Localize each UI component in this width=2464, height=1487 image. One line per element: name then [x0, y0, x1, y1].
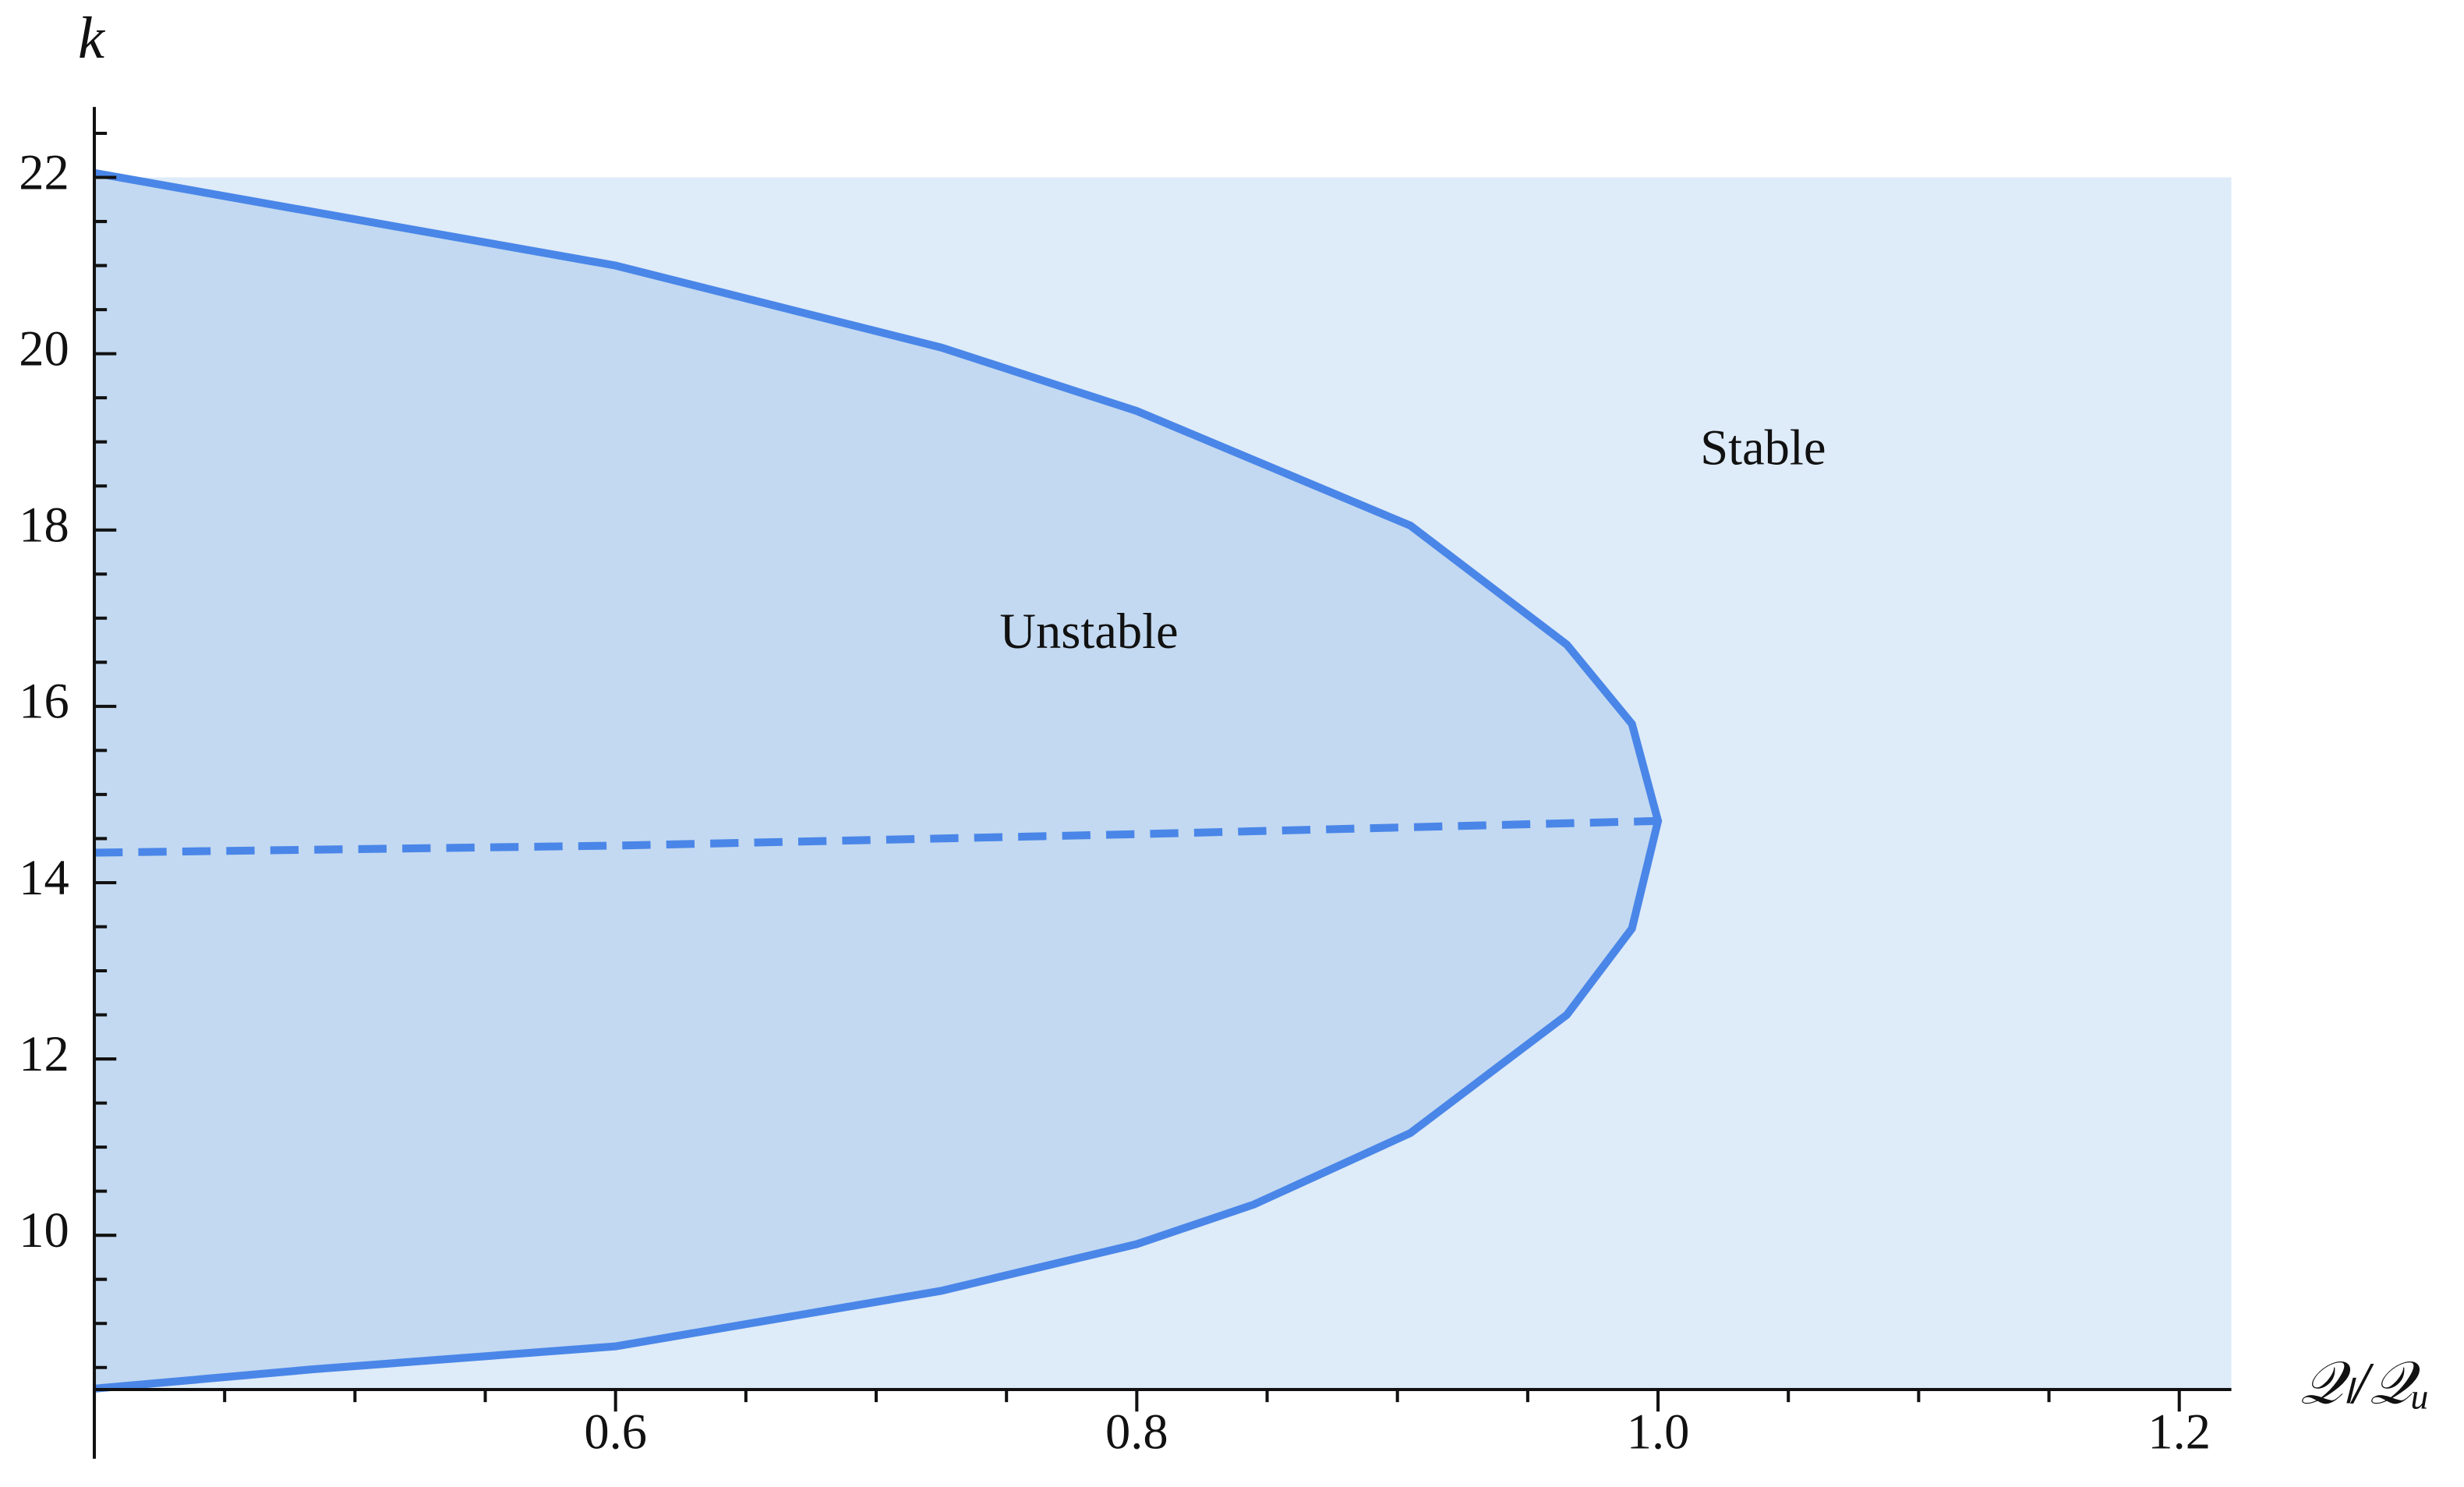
y-tick-label: 20 — [19, 320, 69, 376]
y-axis-label: k — [78, 5, 106, 71]
annotation: Stable — [1700, 420, 1826, 475]
stability-boundary — [94, 168, 1663, 1393]
x-tick-label: 0.6 — [584, 1404, 647, 1459]
x-tick-label: 0.8 — [1105, 1404, 1168, 1459]
x-axis-label: 𝒬ₗ/𝒬ᵤ — [2300, 1351, 2430, 1417]
x-tick-label: 1.0 — [1627, 1404, 1690, 1459]
plot-area — [94, 168, 2232, 1393]
y-tick-label: 10 — [19, 1202, 69, 1258]
dashed-curve — [94, 816, 1659, 857]
y-tick-label: 12 — [19, 1026, 69, 1082]
y-tick-label: 18 — [19, 497, 69, 553]
annotation: Unstable — [999, 604, 1178, 659]
x-tick-label: 1.2 — [2148, 1404, 2211, 1459]
y-tick-label: 14 — [19, 850, 69, 905]
unstable-region — [94, 172, 1659, 1389]
y-tick-label: 22 — [19, 144, 69, 200]
y-tick-label: 16 — [19, 674, 69, 729]
